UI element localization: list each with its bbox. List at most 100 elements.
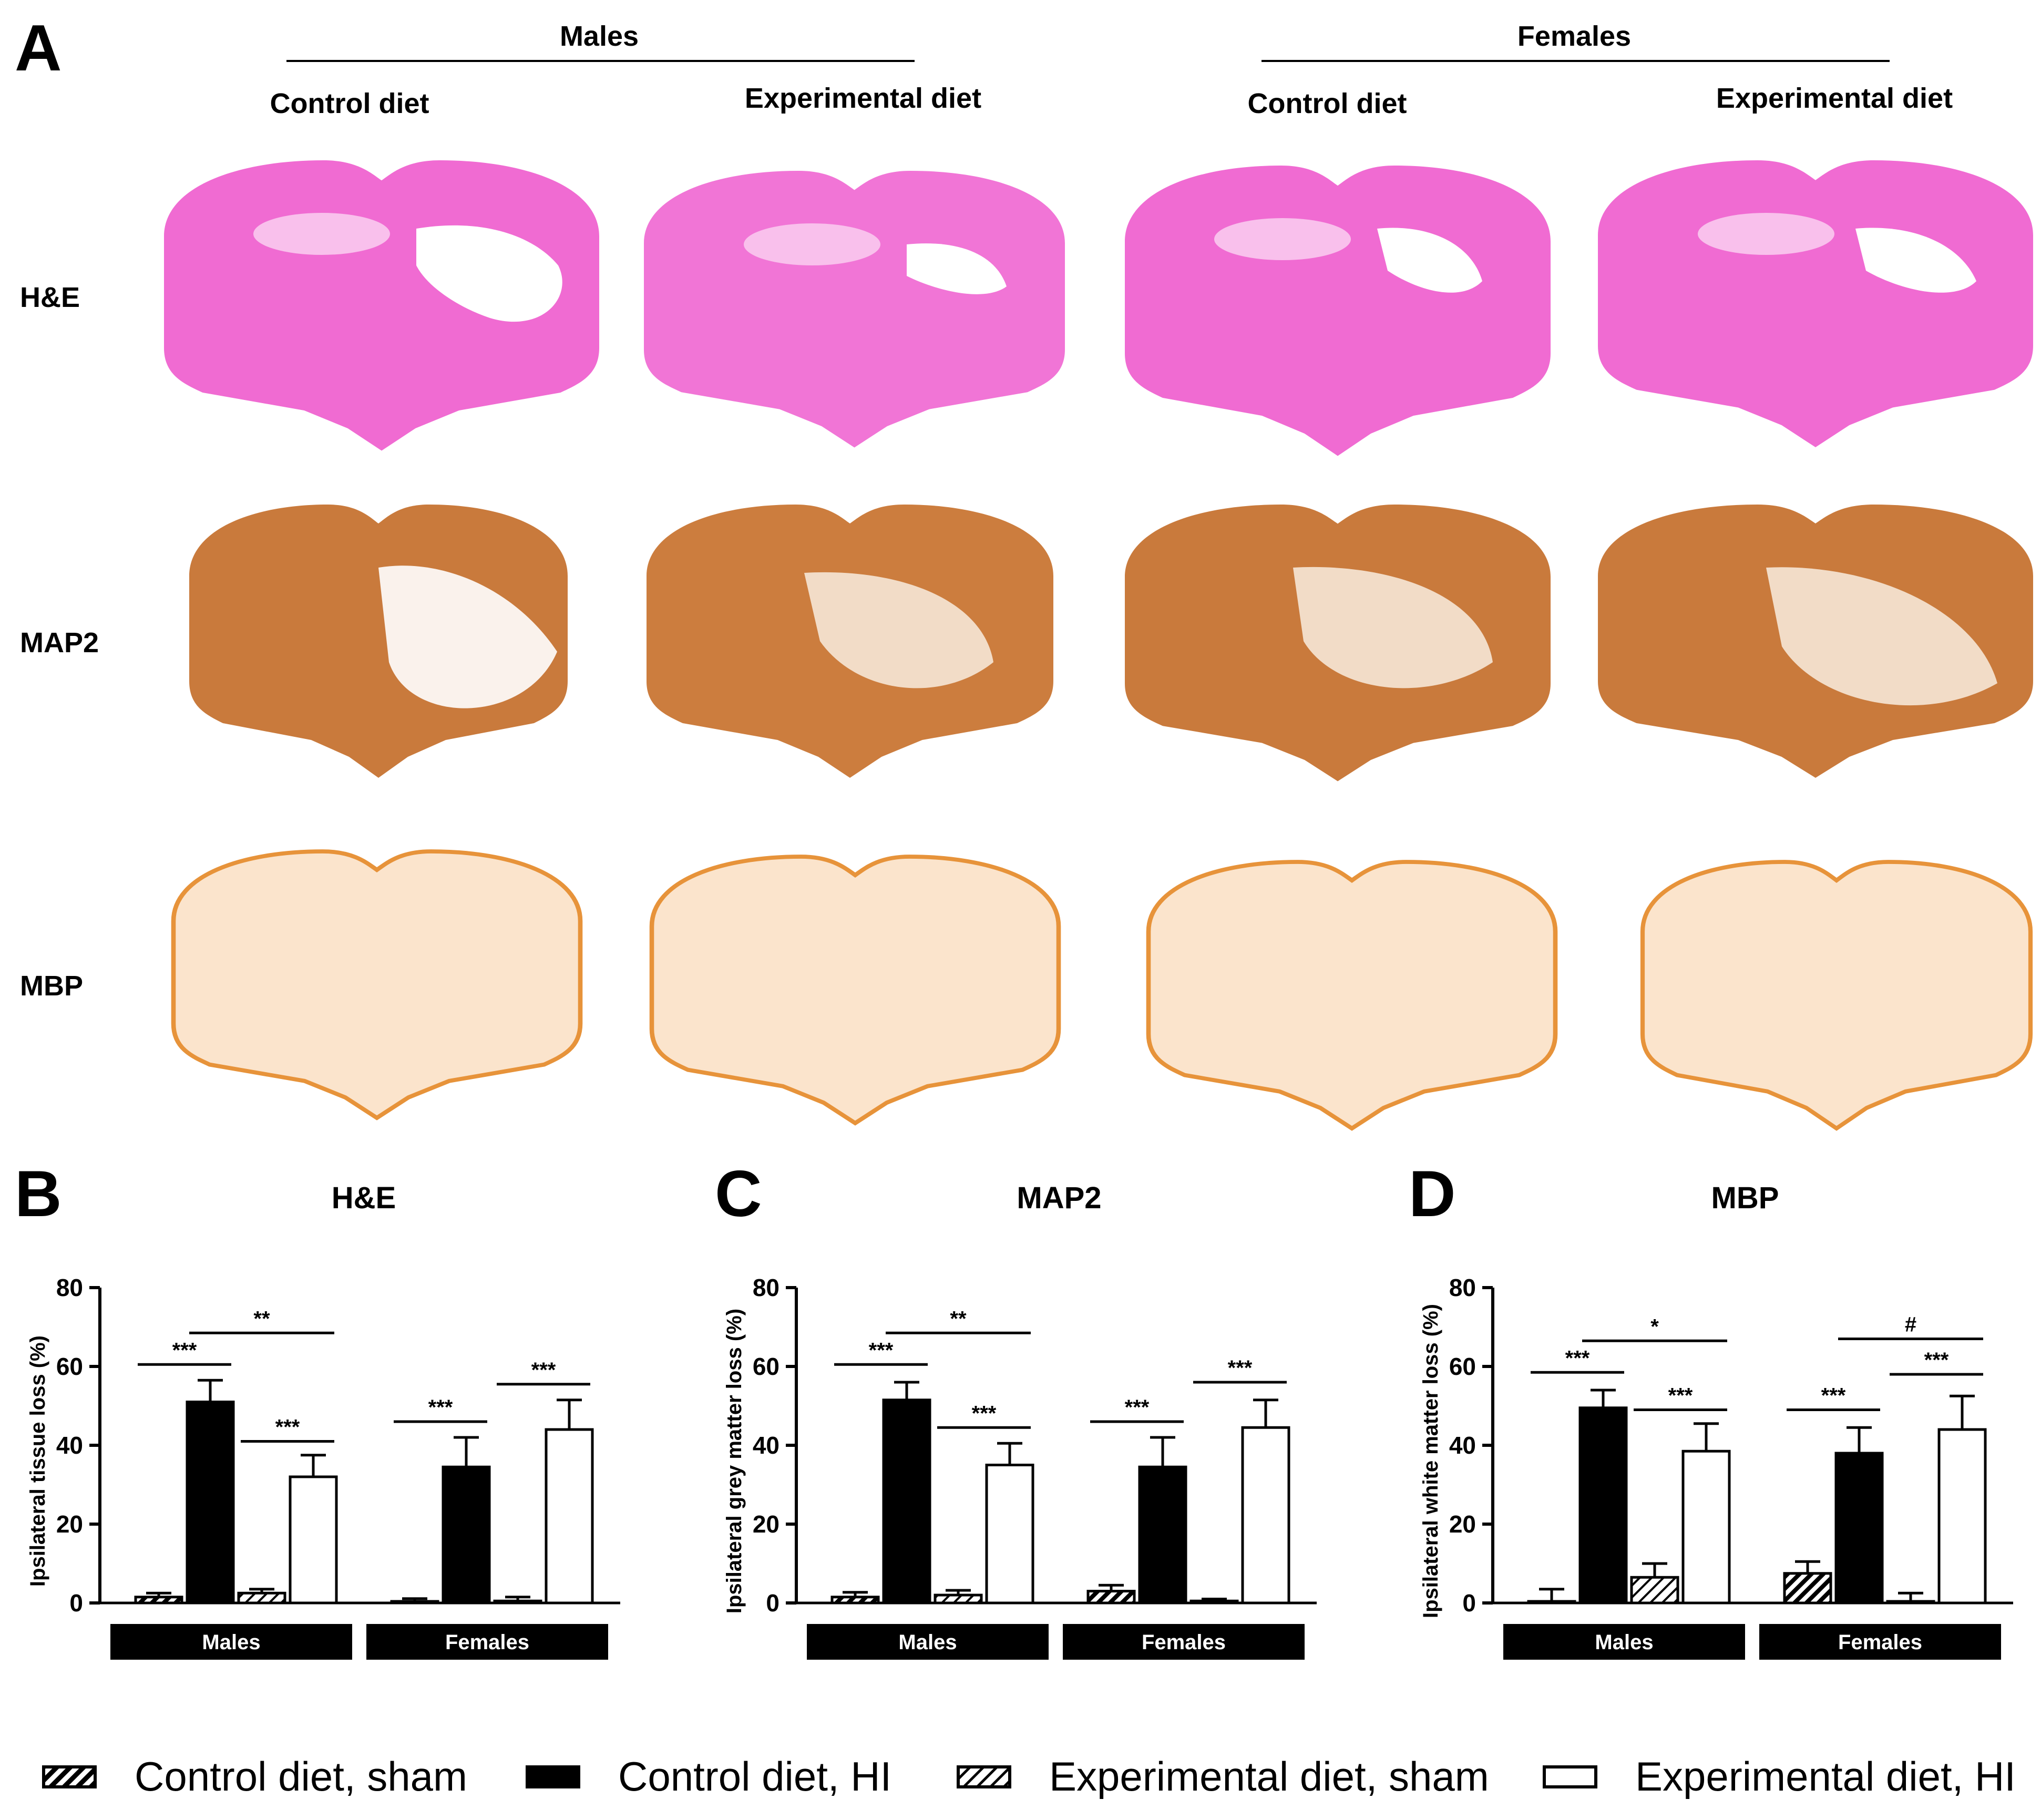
- group-label-females: Females: [445, 1631, 529, 1654]
- row-label-map2: MAP2: [20, 627, 99, 659]
- bar-males-experimental-hi: [985, 1464, 1034, 1605]
- y-tick-label: 80: [753, 1274, 780, 1301]
- significance-label: ***: [1565, 1346, 1590, 1370]
- bar-males-experimental-sham: [934, 1593, 983, 1605]
- bar-males-control-hi: [882, 1399, 931, 1605]
- significance-label: *: [1650, 1315, 1659, 1338]
- y-tick-label: 20: [56, 1510, 83, 1538]
- significance-label: ***: [1125, 1396, 1150, 1419]
- significance-label: **: [950, 1307, 967, 1330]
- chart-c-ylabel: Ipsilateral grey matter loss (%): [723, 1309, 746, 1613]
- group-label-box: [1063, 1624, 1305, 1660]
- group-label-females: Females: [1142, 1631, 1226, 1654]
- group-label-box: [1503, 1624, 1745, 1660]
- panel-d-letter: D: [1409, 1158, 1456, 1230]
- significance-label: ***: [275, 1416, 300, 1439]
- group-label-males: Males: [202, 1631, 260, 1654]
- chart-b-title: H&E: [331, 1181, 396, 1215]
- group-title-males: Males: [559, 20, 639, 52]
- legend-label-control-hi: Control diet, HI: [618, 1753, 892, 1800]
- row-label-he: H&E: [20, 282, 80, 313]
- significance-label: #: [1905, 1313, 1916, 1336]
- y-tick-label: 60: [1449, 1353, 1476, 1380]
- legend-label-experimental-sham: Experimental diet, sham: [1049, 1753, 1489, 1800]
- bar-males-experimental-sham: [237, 1591, 286, 1605]
- column-header-4: Experimental diet: [1716, 83, 1953, 114]
- legend-item-control-hi: Control diet, HI: [526, 1753, 891, 1801]
- chart-b-ylabel: Ipsilateral tissue loss (%): [26, 1335, 49, 1587]
- bar-females-experimental-sham: [1189, 1599, 1239, 1605]
- he-section-male-control: [164, 160, 599, 451]
- legend-label-control-sham: Control diet, sham: [135, 1753, 467, 1800]
- y-tick-label: 0: [1462, 1589, 1476, 1617]
- column-header-1: Control diet: [270, 88, 429, 119]
- y-tick-label: 40: [56, 1432, 83, 1459]
- significance-label: **: [253, 1307, 270, 1330]
- bar-females-control-hi: [1138, 1465, 1187, 1605]
- group-label-box: [366, 1624, 608, 1660]
- significance-label: ***: [1821, 1384, 1846, 1407]
- brain-section-grid: [164, 160, 2033, 1156]
- significance-label: ***: [531, 1359, 556, 1382]
- chart-c-title: MAP2: [1017, 1181, 1102, 1215]
- y-tick-label: 40: [753, 1432, 780, 1459]
- y-tick-label: 80: [56, 1274, 83, 1301]
- y-tick-label: 20: [753, 1510, 780, 1538]
- bar-males-experimental-hi: [1681, 1449, 1731, 1605]
- group-title-females: Females: [1517, 20, 1632, 52]
- he-section-female-control: [1125, 166, 1551, 456]
- group-line-females: [1261, 60, 1890, 62]
- mbp-section-male-experimental: [652, 857, 1059, 1123]
- map2-section-female-experimental: [1598, 505, 2033, 778]
- bar-males-control-hi: [186, 1401, 235, 1605]
- he-section-female-experimental: [1598, 160, 2033, 447]
- bar-males-control-sham: [830, 1596, 880, 1605]
- significance-label: ***: [428, 1396, 453, 1419]
- map2-section-female-control: [1125, 505, 1551, 782]
- bar-females-experimental-hi: [1241, 1426, 1290, 1605]
- group-label-males: Males: [1595, 1631, 1653, 1654]
- chart-d-plot: Ipsilateral white matter loss (%) 0 20 40 60…: [1419, 1274, 2013, 1660]
- bar-males-control-sham: [134, 1596, 183, 1605]
- chart-d-ylabel: Ipsilateral white matter loss (%): [1419, 1304, 1442, 1618]
- bar-females-control-sham: [1086, 1590, 1136, 1605]
- significance-label: ***: [1668, 1384, 1693, 1407]
- bar-females-control-hi: [442, 1465, 491, 1605]
- y-tick-label: 80: [1449, 1274, 1476, 1301]
- significance-label: ***: [1924, 1349, 1949, 1372]
- column-header-2: Experimental diet: [744, 83, 982, 114]
- significance-label: ***: [972, 1402, 997, 1425]
- y-tick-label: 0: [766, 1589, 780, 1617]
- group-line-males: [286, 60, 915, 62]
- group-label-females: Females: [1838, 1631, 1922, 1654]
- legend-swatch-hatch-icon: [42, 1765, 97, 1788]
- group-label-box: [110, 1624, 352, 1660]
- map2-section-male-experimental: [647, 505, 1053, 778]
- mbp-section-male-control: [173, 851, 580, 1118]
- bar-females-experimental-sham: [493, 1599, 542, 1605]
- legend: Control diet, sham Control diet, HI Expe…: [0, 1753, 2041, 1811]
- legend-item-control-sham: Control diet, sham: [42, 1753, 467, 1801]
- bar-males-experimental-sham: [1630, 1576, 1679, 1605]
- bar-females-experimental-hi: [1937, 1428, 1987, 1605]
- chart-c-plot: Ipsilateral grey matter loss (%) 0 20 40 60 8…: [723, 1274, 1317, 1660]
- y-tick-label: 60: [56, 1353, 83, 1380]
- significance-label: ***: [172, 1339, 197, 1362]
- group-label-box: [807, 1624, 1049, 1660]
- group-label-box: [1759, 1624, 2001, 1660]
- legend-swatch-light-hatch-icon: [957, 1765, 1011, 1788]
- significance-label: ***: [1228, 1356, 1253, 1380]
- he-section-male-experimental: [644, 171, 1065, 448]
- significance-label: ***: [869, 1339, 894, 1362]
- panel-a-letter: A: [15, 12, 62, 85]
- legend-item-experimental-hi: Experimental diet, HI: [1543, 1753, 2016, 1801]
- bar-females-experimental-hi: [545, 1428, 594, 1605]
- legend-label-experimental-hi: Experimental diet, HI: [1635, 1753, 2016, 1800]
- mbp-section-female-experimental: [1643, 862, 2030, 1128]
- group-label-males: Males: [898, 1631, 957, 1654]
- bar-males-experimental-hi: [289, 1475, 338, 1605]
- mbp-section-female-control: [1148, 862, 1555, 1128]
- y-tick-label: 0: [69, 1589, 83, 1617]
- legend-swatch-black-icon: [526, 1765, 580, 1788]
- chart-d-title: MBP: [1711, 1181, 1779, 1215]
